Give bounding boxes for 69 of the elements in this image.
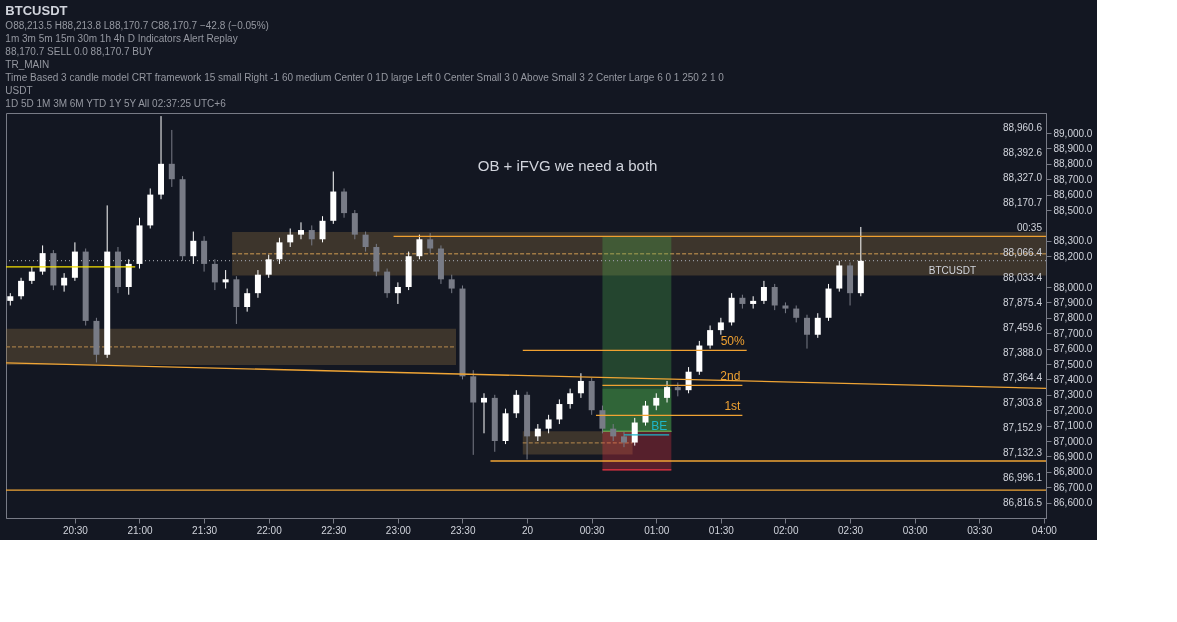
x-tick-label: 21:30 (192, 524, 218, 536)
x-tick-label: 03:00 (902, 524, 929, 536)
ref-line-label: BTCUSDT (928, 264, 976, 276)
y-tick-label: 87,400.0 (1053, 373, 1093, 385)
y-tick-label: 87,200.0 (1053, 404, 1093, 416)
x-tick-label: 23:00 (385, 524, 412, 536)
x-tick-label: 01:00 (644, 524, 670, 536)
annotation: 88,066.4 (1003, 247, 1043, 258)
x-tick-label: 04:00 (1031, 524, 1058, 536)
x-tick-label: 01:30 (708, 524, 735, 536)
text: USDT (5, 85, 33, 96)
annotation: 88,392.6 (1003, 147, 1043, 158)
y-tick-label: 86,800.0 (1053, 466, 1093, 478)
annotation: OB + iFVG we need a both (477, 156, 658, 174)
annotation: 87,875.4 (1003, 297, 1043, 308)
x-tick-label: 22:30 (321, 524, 347, 536)
y-tick-label: 88,900.0 (1053, 142, 1093, 154)
annotation: 88,033.4 (1003, 272, 1043, 283)
x-tick-label: 20 (522, 524, 534, 536)
x-tick-label: 02:00 (773, 524, 799, 536)
y-tick-label: 86,700.0 (1053, 481, 1093, 493)
text: 1m 3m 5m 15m 30m 1h 4h D Indicators Alert Replay (5, 33, 238, 44)
y-tick-label: 87,000.0 (1053, 435, 1093, 447)
text: 88,170.7 SELL 0.0 88,170.7 BUY (5, 46, 154, 57)
y-tick-label: 86,900.0 (1053, 450, 1093, 462)
x-tick-label: 21:00 (127, 524, 153, 536)
y-tick-label: 87,700.0 (1053, 327, 1093, 339)
series-label: BE (651, 418, 668, 433)
annotation: 86,996.1 (1003, 472, 1043, 483)
annotation: 87,364.4 (1003, 372, 1043, 383)
y-tick-label: 89,000.0 (1053, 127, 1093, 139)
y-tick-label: 88,200.0 (1053, 250, 1093, 262)
text: 1D 5D 1M 3M 6M YTD 1Y 5Y All 02:37:25 UTC+6 (5, 98, 227, 109)
y-tick-label: 87,900.0 (1053, 296, 1093, 308)
annotation: 87,303.8 (1003, 397, 1043, 408)
series-label: 2nd (720, 369, 741, 384)
y-tick-label: 88,700.0 (1053, 173, 1093, 185)
x-tick-label: 02:30 (838, 524, 864, 536)
annotation: 86,816.5 (1003, 497, 1043, 508)
x-tick-label: 20:30 (62, 524, 89, 536)
x-tick-label: 03:30 (967, 524, 993, 536)
x-tick-label: 23:30 (450, 524, 476, 536)
annotation: 00:35 (1016, 222, 1043, 233)
x-tick-label: 22:00 (256, 524, 283, 536)
y-tick-label: 87,100.0 (1053, 420, 1093, 432)
series-label: 1st (724, 399, 742, 414)
chart-subtitle: O88,213.5 H88,213.8 L88,170.7 C88,170.7 −42.8 (−0.05%) (5, 20, 269, 31)
y-tick-label: 87,300.0 (1053, 389, 1093, 401)
chart-title: BTCUSDT (5, 3, 68, 18)
annotation: 88,327.0 (1003, 172, 1043, 183)
y-tick-label: 88,000.0 (1053, 281, 1093, 293)
y-tick-label: 88,500.0 (1053, 204, 1093, 216)
text: TR_MAIN (5, 59, 50, 70)
annotation: 87,388.0 (1003, 347, 1043, 358)
annotation: 88,960.6 (1003, 122, 1043, 133)
y-tick-label: 87,600.0 (1053, 343, 1093, 355)
series-label: 50% (720, 334, 746, 349)
y-tick-label: 88,300.0 (1053, 235, 1093, 247)
y-tick-label: 86,600.0 (1053, 497, 1093, 509)
annotation: 87,132.3 (1003, 447, 1043, 458)
y-tick-label: 87,500.0 (1053, 358, 1093, 370)
x-tick-label: 00:30 (579, 524, 606, 536)
text: Time Based 3 candle model CRT framework 15 small Right -1 60 medium Center 0 1D large Left 0 Center Small 3 0 Above Small 3 2 Center Large 6 0 1 250 2 1 0 (5, 72, 725, 83)
y-tick-label: 87,800.0 (1053, 312, 1093, 324)
y-tick-label: 88,600.0 (1053, 189, 1093, 201)
annotation: 87,459.6 (1003, 322, 1043, 333)
annotation: 88,170.7 (1003, 197, 1043, 208)
annotation: 87,152.9 (1003, 422, 1043, 433)
y-tick-label: 88,800.0 (1053, 158, 1093, 170)
